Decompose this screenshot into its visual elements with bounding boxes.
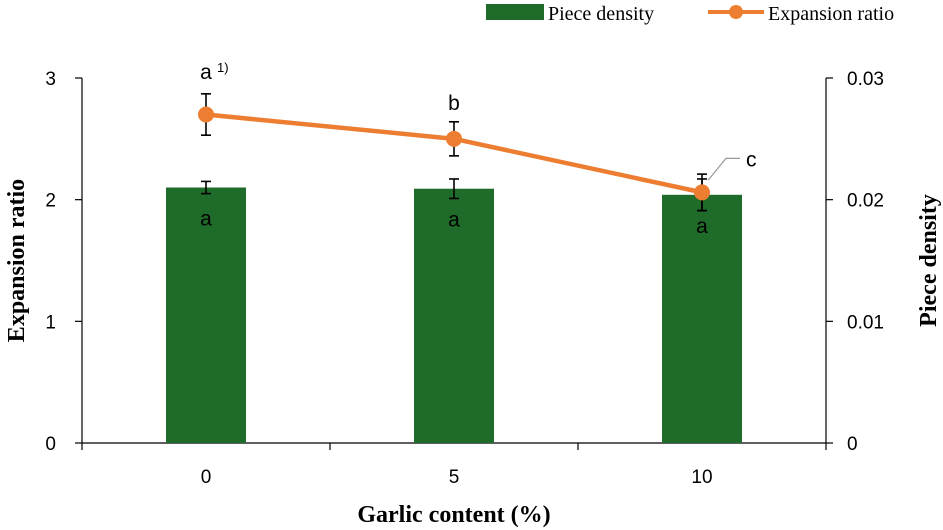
point-expansion-ratio — [198, 106, 214, 123]
bar-significance-label: a — [696, 215, 708, 238]
left-axis-title: Expansion ratio — [4, 179, 30, 342]
footnote-marker: 1) — [217, 60, 229, 75]
left-tick-label: 2 — [45, 191, 56, 212]
legend-marker-expansion-ratio — [729, 5, 743, 19]
x-tick-label: 5 — [449, 467, 460, 488]
point-expansion-ratio — [446, 130, 462, 147]
right-tick-label: 0.03 — [847, 69, 884, 90]
legend-label-piece-density: Piece density — [548, 3, 654, 25]
label-leader-line — [707, 157, 740, 181]
x-tick-label: 0 — [201, 467, 212, 488]
bar-significance-label: a — [448, 209, 460, 232]
line-significance-label: b — [448, 92, 460, 115]
x-axis-title: Garlic content (%) — [357, 502, 550, 528]
x-tick-label: 10 — [691, 467, 712, 488]
point-expansion-ratio — [694, 184, 710, 201]
bar-piece-density — [414, 188, 494, 443]
legend-swatch-piece-density — [486, 4, 544, 20]
right-axis-title: Piece density — [916, 194, 942, 327]
bar-piece-density — [166, 187, 246, 443]
right-tick-label: 0.01 — [847, 312, 884, 333]
right-tick-label: 0 — [847, 434, 858, 455]
bar-significance-label: a — [200, 208, 212, 231]
left-tick-label: 0 — [45, 434, 56, 455]
bar-piece-density — [662, 194, 742, 443]
legend-label-expansion-ratio: Expansion ratio — [768, 3, 894, 25]
left-tick-label: 3 — [45, 69, 56, 90]
line-significance-label: c — [746, 148, 757, 171]
line-significance-label: a — [200, 61, 212, 84]
left-tick-label: 1 — [45, 312, 56, 333]
right-tick-label: 0.02 — [847, 191, 884, 212]
